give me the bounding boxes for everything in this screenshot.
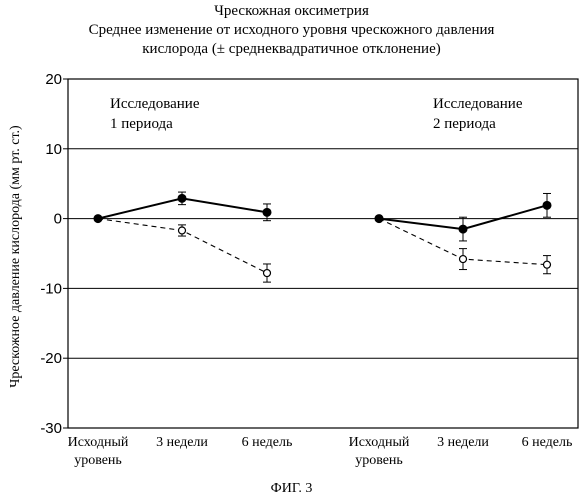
data-point-open [264, 270, 271, 277]
data-point-filled [263, 208, 271, 216]
data-point-filled [94, 215, 102, 223]
panel-label-1: Исследование [110, 96, 200, 112]
y-tick-label: 10 [45, 141, 62, 158]
y-tick-label: 20 [45, 71, 62, 88]
data-point-filled [375, 215, 383, 223]
y-tick-label: -10 [40, 280, 62, 297]
y-tick-label: -30 [40, 420, 62, 437]
data-point-filled [543, 201, 551, 209]
panel-label-1: 1 периода [110, 116, 173, 132]
data-point-open [179, 227, 186, 234]
data-point-open [460, 256, 467, 263]
y-tick-label: -20 [40, 350, 62, 367]
x-tick-label: уровень [355, 453, 403, 468]
x-tick-label: Исходный [68, 435, 129, 450]
y-axis-label: Чрескожное давление кислорода (мм рт. ст… [8, 125, 23, 388]
data-point-filled [459, 225, 467, 233]
data-point-filled [178, 194, 186, 202]
panel-label-2: Исследование [433, 96, 523, 112]
x-tick-label: Исходный [349, 435, 410, 450]
x-tick-label: 3 недели [156, 435, 208, 450]
x-tick-label: 6 недель [242, 435, 293, 450]
panel-label-2: 2 периода [433, 116, 496, 132]
data-point-open [544, 261, 551, 268]
x-tick-label: 6 недель [522, 435, 573, 450]
x-tick-label: 3 недели [437, 435, 489, 450]
y-tick-label: 0 [54, 211, 62, 228]
x-tick-label: уровень [74, 453, 122, 468]
figure-caption: ФИГ. 3 [0, 481, 583, 497]
